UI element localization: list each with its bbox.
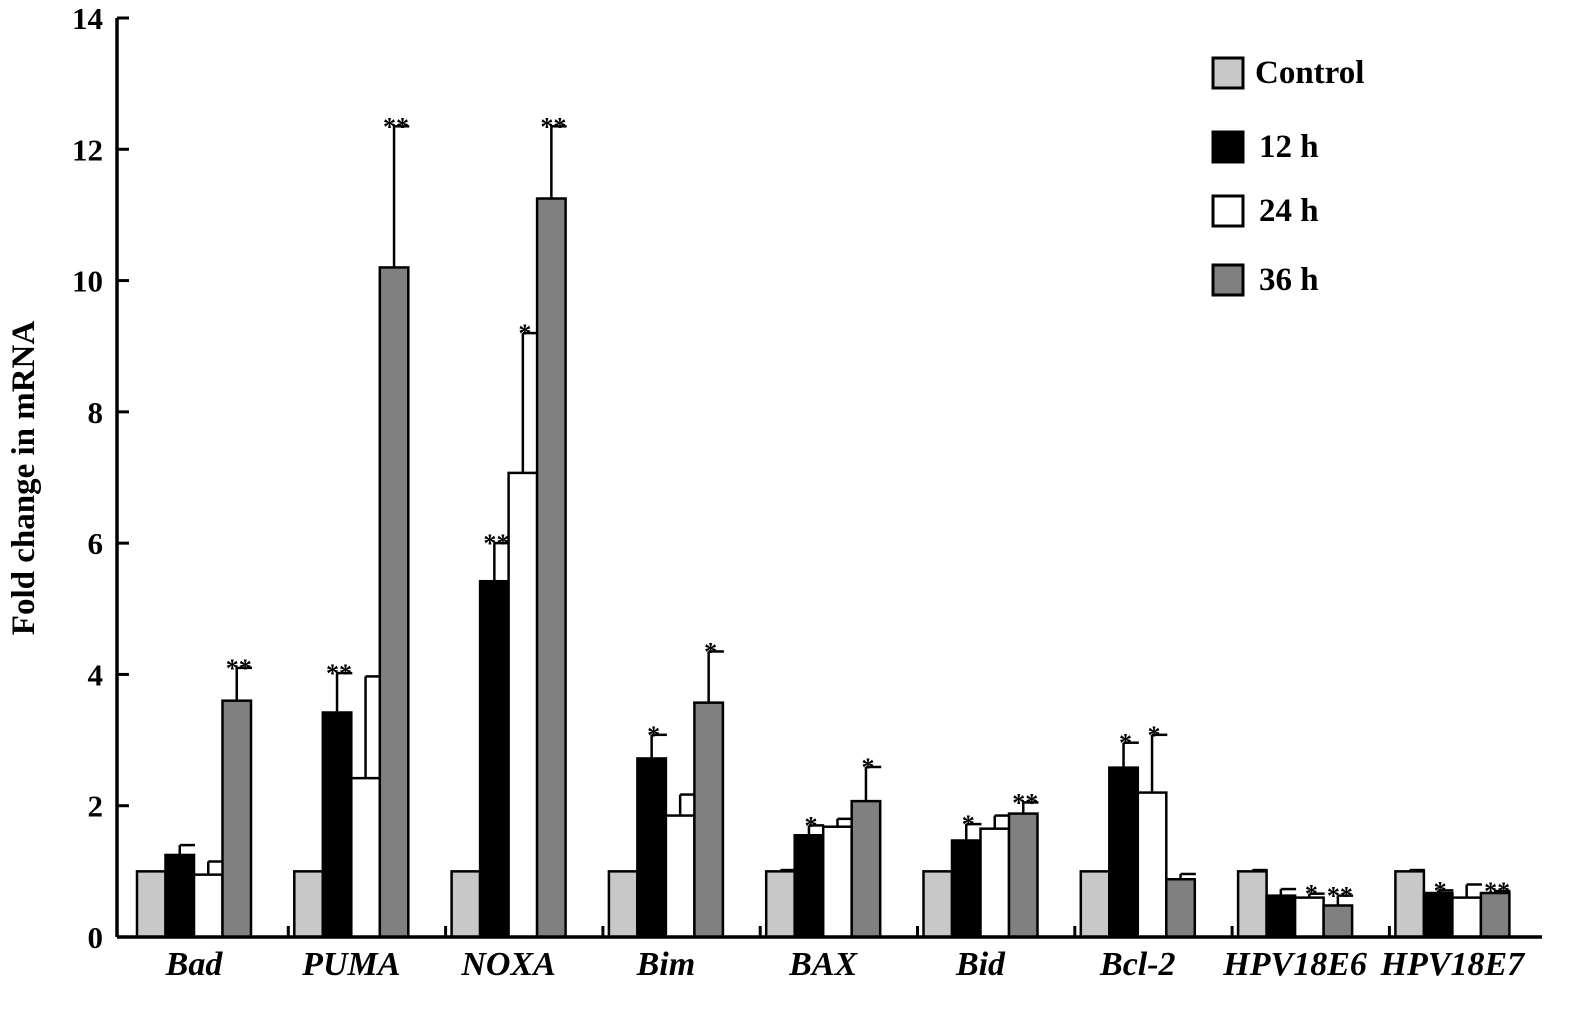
significance-mark: * <box>804 811 817 840</box>
x-category-label: BAX <box>788 946 858 983</box>
bar-bax-control <box>764 870 796 939</box>
axes-layer <box>115 16 1542 939</box>
bar-noxa-control <box>450 870 482 939</box>
x-category-label: HPV18E6 <box>1222 946 1367 983</box>
bar-puma-12h <box>321 711 353 939</box>
legend-label: 12 h <box>1259 129 1319 165</box>
y-axis-title: Fold change in mRNA <box>6 321 42 636</box>
bar-bid-36h <box>1007 812 1039 939</box>
bar-bid-control <box>922 870 954 939</box>
x-category-label: Bcl-2 <box>1099 946 1176 983</box>
bar-bcl-2-24h <box>1136 791 1168 939</box>
x-category-label: HPV18E7 <box>1380 946 1527 983</box>
significance-mark: ** <box>483 529 509 558</box>
bar-noxa-24h <box>507 471 539 939</box>
legend: Control 12 h 24 h 36 h <box>1211 55 1364 298</box>
y-tick-label: 0 <box>88 920 104 955</box>
y-tick-label: 8 <box>88 395 104 430</box>
significance-mark: ** <box>226 654 252 683</box>
bar-hpv18e6-control <box>1236 870 1268 939</box>
bar-bax-36h <box>850 799 882 939</box>
bar-bax-12h <box>793 834 825 939</box>
significance-mark: * <box>1305 880 1318 909</box>
legend-swatch <box>1211 130 1245 164</box>
bar-bad-12h <box>164 853 196 939</box>
bar-bcl-2-36h <box>1165 877 1197 939</box>
bar-bim-12h <box>636 757 668 939</box>
x-category-label: Bim <box>636 946 696 983</box>
significance-mark: * <box>1434 876 1447 905</box>
labels-layer: 02468101214**Bad****PUMA*****NOXA**Bim**… <box>72 1 1526 983</box>
significance-mark: * <box>861 753 874 782</box>
bar-bad-36h <box>221 699 253 939</box>
legend-label: 36 h <box>1259 262 1319 298</box>
significance-mark: ** <box>1012 788 1038 817</box>
bar-noxa-36h <box>535 197 567 939</box>
legend-label: Control <box>1255 55 1364 91</box>
significance-mark: ** <box>383 112 409 141</box>
x-category-label: PUMA <box>301 946 400 983</box>
bar-bim-control <box>607 870 639 939</box>
legend-swatch <box>1211 263 1245 297</box>
bar-bad-24h <box>192 873 224 939</box>
y-tick-label: 14 <box>72 1 103 36</box>
bar-hpv18e7-control <box>1394 870 1426 939</box>
bar-puma-control <box>293 870 325 939</box>
significance-mark: * <box>518 319 531 348</box>
significance-mark: ** <box>540 112 566 141</box>
bar-hpv18e7-24h <box>1451 896 1483 939</box>
significance-mark: * <box>704 637 717 666</box>
y-tick-label: 10 <box>72 264 103 299</box>
bar-bid-24h <box>979 827 1011 939</box>
y-tick-label: 12 <box>72 132 103 167</box>
bar-bax-24h <box>821 825 853 939</box>
legend-label: 24 h <box>1259 193 1319 229</box>
y-tick-label: 4 <box>88 657 104 692</box>
x-category-label: Bid <box>955 946 1006 983</box>
significance-mark: ** <box>1484 877 1510 906</box>
bar-puma-24h <box>350 776 382 939</box>
x-category-label: Bad <box>165 946 224 983</box>
bar-bad-control <box>135 870 167 939</box>
bar-hpv18e6-12h <box>1265 894 1297 939</box>
bar-noxa-12h <box>478 579 510 939</box>
significance-mark: ** <box>1327 882 1353 911</box>
significance-mark: * <box>1119 729 1132 758</box>
bar-bcl-2-control <box>1079 870 1111 939</box>
significance-mark: * <box>647 721 660 750</box>
bar-bcl-2-12h <box>1108 766 1140 939</box>
y-tick-label: 2 <box>88 789 104 824</box>
bar-puma-36h <box>378 266 410 939</box>
bars-layer <box>135 125 1511 939</box>
bar-bid-12h <box>950 839 982 939</box>
significance-mark: ** <box>326 659 352 688</box>
x-category-label: NOXA <box>460 946 555 983</box>
legend-swatch <box>1211 56 1245 90</box>
y-tick-label: 6 <box>88 526 104 561</box>
legend-swatch <box>1211 194 1245 228</box>
bar-bim-36h <box>693 701 725 939</box>
significance-mark: * <box>1148 721 1161 750</box>
significance-mark: * <box>962 810 975 839</box>
bar-bim-24h <box>664 814 696 939</box>
